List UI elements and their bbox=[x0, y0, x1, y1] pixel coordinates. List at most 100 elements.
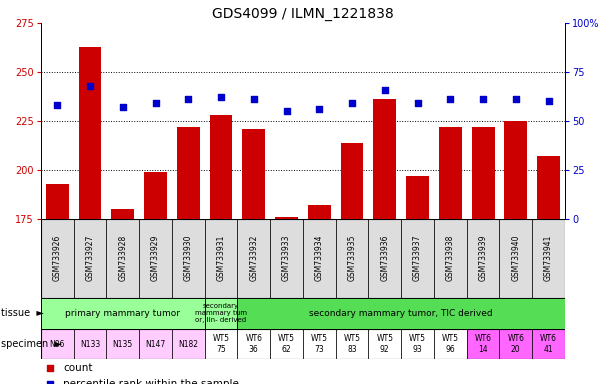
Text: WT6
20: WT6 20 bbox=[507, 334, 524, 354]
Bar bbox=[401, 219, 434, 298]
Point bbox=[347, 100, 357, 106]
Text: GSM733933: GSM733933 bbox=[282, 235, 291, 281]
Point bbox=[52, 102, 62, 108]
Text: GSM733926: GSM733926 bbox=[53, 235, 62, 281]
Bar bbox=[499, 219, 532, 298]
Point bbox=[249, 96, 258, 103]
Bar bbox=[303, 329, 335, 359]
Bar bbox=[368, 219, 401, 298]
Point bbox=[282, 108, 291, 114]
Bar bbox=[335, 329, 368, 359]
Bar bbox=[373, 99, 396, 384]
Bar bbox=[79, 46, 102, 384]
Bar bbox=[139, 219, 172, 298]
Bar bbox=[335, 219, 368, 298]
Bar bbox=[111, 209, 134, 384]
Bar bbox=[466, 329, 499, 359]
Text: WT5
83: WT5 83 bbox=[344, 334, 361, 354]
Bar bbox=[472, 127, 495, 384]
Bar bbox=[210, 115, 233, 384]
Point bbox=[544, 98, 554, 104]
Text: primary mammary tumor: primary mammary tumor bbox=[66, 309, 180, 318]
Bar bbox=[204, 219, 237, 298]
Text: GSM733941: GSM733941 bbox=[544, 235, 553, 281]
Point bbox=[314, 106, 324, 112]
Bar bbox=[46, 184, 69, 384]
Text: GSM733939: GSM733939 bbox=[478, 235, 487, 281]
Bar bbox=[406, 176, 429, 384]
Text: secondary
mammary tum
or, lin- derived: secondary mammary tum or, lin- derived bbox=[195, 303, 247, 323]
Bar bbox=[532, 329, 565, 359]
Bar bbox=[144, 172, 167, 384]
Bar bbox=[303, 219, 335, 298]
Bar bbox=[177, 127, 200, 384]
Bar bbox=[237, 298, 565, 329]
Text: WT5
93: WT5 93 bbox=[409, 334, 426, 354]
Text: GSM733934: GSM733934 bbox=[315, 235, 324, 281]
Text: WT6
14: WT6 14 bbox=[475, 334, 492, 354]
Text: WT5
96: WT5 96 bbox=[442, 334, 459, 354]
Text: WT5
75: WT5 75 bbox=[213, 334, 230, 354]
Bar bbox=[237, 329, 270, 359]
Bar bbox=[434, 219, 466, 298]
Bar bbox=[106, 329, 139, 359]
Bar bbox=[139, 329, 172, 359]
Text: GSM733928: GSM733928 bbox=[118, 235, 127, 281]
Bar bbox=[204, 329, 237, 359]
Bar bbox=[504, 121, 527, 384]
Text: WT6
36: WT6 36 bbox=[245, 334, 262, 354]
Text: N133: N133 bbox=[80, 339, 100, 349]
Bar bbox=[532, 219, 565, 298]
Text: GSM733931: GSM733931 bbox=[216, 235, 225, 281]
Text: GSM733927: GSM733927 bbox=[85, 235, 94, 281]
Bar bbox=[41, 298, 204, 329]
Point bbox=[445, 96, 455, 103]
Point bbox=[46, 365, 55, 371]
Text: N182: N182 bbox=[178, 339, 198, 349]
Bar bbox=[237, 219, 270, 298]
Bar bbox=[466, 219, 499, 298]
Text: N86: N86 bbox=[49, 339, 65, 349]
Text: WT6
41: WT6 41 bbox=[540, 334, 557, 354]
Bar bbox=[270, 219, 303, 298]
Text: secondary mammary tumor, TIC derived: secondary mammary tumor, TIC derived bbox=[310, 309, 493, 318]
Point bbox=[511, 96, 520, 103]
Point bbox=[413, 100, 423, 106]
Text: WT5
62: WT5 62 bbox=[278, 334, 295, 354]
Point bbox=[183, 96, 193, 103]
Text: GSM733930: GSM733930 bbox=[184, 235, 193, 281]
Title: GDS4099 / ILMN_1221838: GDS4099 / ILMN_1221838 bbox=[212, 7, 394, 21]
Text: GSM733937: GSM733937 bbox=[413, 235, 422, 281]
Text: GSM733940: GSM733940 bbox=[511, 235, 520, 281]
Bar bbox=[242, 129, 265, 384]
Point bbox=[85, 83, 95, 89]
Bar bbox=[270, 329, 303, 359]
Text: WT5
73: WT5 73 bbox=[311, 334, 328, 354]
Text: count: count bbox=[63, 363, 93, 373]
Bar bbox=[275, 217, 298, 384]
Text: GSM733936: GSM733936 bbox=[380, 235, 389, 281]
Bar bbox=[41, 219, 74, 298]
Bar bbox=[401, 329, 434, 359]
Bar bbox=[439, 127, 462, 384]
Point bbox=[478, 96, 488, 103]
Text: percentile rank within the sample: percentile rank within the sample bbox=[63, 379, 239, 384]
Point bbox=[151, 100, 160, 106]
Text: WT5
92: WT5 92 bbox=[376, 334, 393, 354]
Bar bbox=[537, 156, 560, 384]
Bar bbox=[499, 329, 532, 359]
Text: GSM733932: GSM733932 bbox=[249, 235, 258, 281]
Point bbox=[380, 86, 389, 93]
Text: specimen  ►: specimen ► bbox=[1, 339, 62, 349]
Bar bbox=[106, 219, 139, 298]
Text: GSM733938: GSM733938 bbox=[446, 235, 455, 281]
Text: N135: N135 bbox=[112, 339, 133, 349]
Bar bbox=[172, 219, 204, 298]
Bar bbox=[172, 329, 204, 359]
Bar bbox=[204, 298, 237, 329]
Bar bbox=[341, 142, 364, 384]
Point bbox=[216, 94, 226, 101]
Point bbox=[46, 381, 55, 384]
Bar bbox=[41, 329, 74, 359]
Bar bbox=[74, 329, 106, 359]
